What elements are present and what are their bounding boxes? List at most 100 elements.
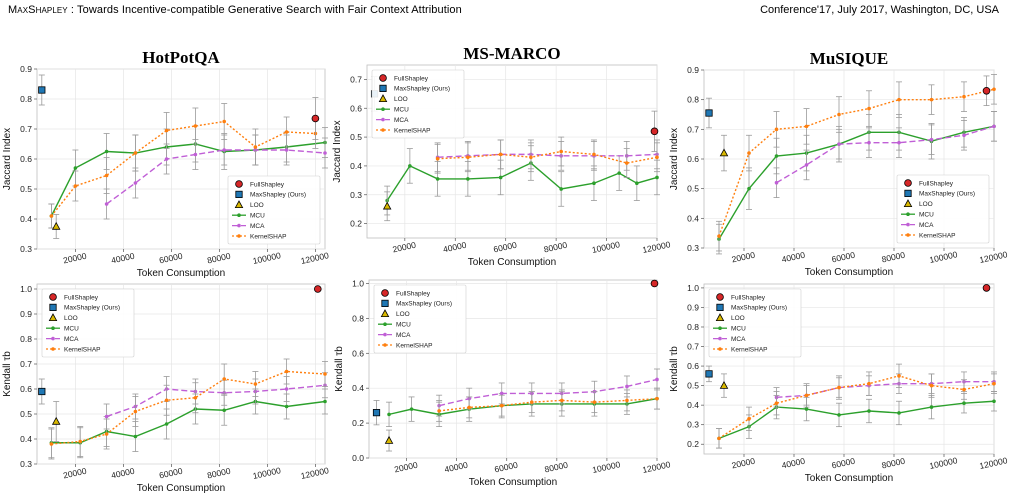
legend-marker bbox=[383, 343, 387, 347]
point-maxshapley-ours- bbox=[372, 400, 381, 426]
legend-item: MaxShapley (Ours) bbox=[379, 84, 450, 93]
y-tick-label: 0.2 bbox=[350, 219, 362, 229]
y-tick-label: 0.6 bbox=[20, 384, 32, 394]
legend-item: FullShapley bbox=[381, 289, 431, 297]
y-tick-label: 0.9 bbox=[687, 65, 699, 75]
legend-label: MCA bbox=[731, 336, 746, 343]
series-kernelshap bbox=[48, 358, 328, 460]
point-maxshapley-ours- bbox=[705, 365, 713, 383]
data-point bbox=[992, 399, 996, 404]
series-line bbox=[718, 88, 995, 237]
data-point bbox=[559, 149, 563, 154]
legend-marker bbox=[51, 326, 55, 331]
legend-item: MCA bbox=[713, 336, 746, 343]
legend-item: KernelSHAP bbox=[376, 127, 431, 134]
series-line bbox=[776, 381, 994, 399]
data-point bbox=[705, 109, 713, 117]
data-point bbox=[193, 152, 198, 157]
legend: FullShapley MaxShapley (Ours) LOO MCU MCA Ker… bbox=[708, 288, 802, 358]
data-point bbox=[747, 151, 751, 155]
data-point bbox=[284, 387, 289, 391]
legend-marker bbox=[718, 336, 722, 341]
y-tick-label: 0.5 bbox=[20, 409, 32, 419]
legend-marker bbox=[381, 128, 385, 132]
data-point bbox=[867, 409, 871, 413]
y-tick-label: 0.5 bbox=[20, 184, 32, 194]
data-point bbox=[625, 384, 629, 389]
data-point bbox=[655, 377, 659, 382]
legend-label: MCU bbox=[919, 212, 934, 219]
x-tick-label: 60000 bbox=[831, 250, 856, 265]
data-point bbox=[284, 369, 289, 374]
y-tick-label: 0.8 bbox=[352, 313, 364, 323]
data-point bbox=[49, 442, 54, 446]
legend-label: KernelSHAP bbox=[394, 127, 431, 134]
chart-panel-3: 0.3 0.4 0.5 0.6 0.7 0.8 0.9 20000 40000 60000 8000… bbox=[669, 49, 1009, 278]
legend-marker bbox=[906, 212, 910, 216]
legend-marker bbox=[381, 117, 385, 122]
legend-item: MCA bbox=[376, 117, 409, 124]
x-axis-label: Token Consumption bbox=[805, 473, 893, 484]
legend-marker bbox=[234, 200, 244, 209]
point-fullshapley bbox=[313, 285, 322, 293]
legend-marker bbox=[378, 94, 388, 102]
point-fullshapley bbox=[982, 75, 991, 106]
legend-label: MCU bbox=[394, 107, 409, 114]
point-fullshapley bbox=[650, 279, 659, 288]
y-tick-label: 0.9 bbox=[20, 64, 32, 74]
data-point bbox=[323, 399, 327, 404]
y-tick-label: 0.6 bbox=[687, 361, 699, 371]
data-point bbox=[837, 142, 841, 146]
data-point bbox=[635, 181, 639, 186]
x-tick-label: 120000 bbox=[641, 459, 671, 475]
data-point bbox=[384, 435, 394, 444]
legend-marker bbox=[383, 332, 387, 337]
series-kernelshap bbox=[434, 136, 660, 178]
series-line bbox=[437, 150, 658, 164]
data-point bbox=[867, 140, 871, 145]
y-tick-label: 0.5 bbox=[687, 381, 699, 391]
data-point bbox=[747, 186, 751, 191]
chart-panel-6: 0.2 0.3 0.4 0.5 0.6 0.7 0.8 0.9 1.0 20000 40000 600… bbox=[669, 283, 1009, 484]
series-line bbox=[439, 397, 658, 412]
y-tick-label: 1.0 bbox=[352, 278, 364, 288]
data-point bbox=[719, 148, 729, 157]
x-tick-label: 20000 bbox=[393, 460, 418, 475]
y-tick-label: 0.4 bbox=[20, 434, 32, 444]
x-tick-label: 80000 bbox=[543, 240, 568, 255]
legend-label: MaxShapley (Ours) bbox=[394, 86, 450, 93]
data-point bbox=[962, 387, 966, 392]
series-kernelshap bbox=[716, 74, 997, 252]
x-tick-label: 100000 bbox=[252, 250, 282, 266]
data-point bbox=[164, 157, 169, 161]
data-point bbox=[284, 148, 289, 152]
legend-label: LOO bbox=[394, 96, 408, 103]
x-tick-label: 60000 bbox=[831, 456, 856, 471]
legend-marker bbox=[235, 180, 243, 188]
data-point bbox=[104, 202, 109, 206]
x-tick-label: 60000 bbox=[158, 251, 183, 266]
header-title-rest: : Towards Incentive-compatible Generativ… bbox=[67, 4, 462, 16]
legend-marker bbox=[379, 84, 387, 92]
x-tick-label: 80000 bbox=[544, 460, 569, 475]
x-tick-label: 120000 bbox=[300, 250, 330, 266]
data-point bbox=[982, 86, 991, 95]
legend-marker bbox=[237, 223, 241, 228]
x-tick-label: 20000 bbox=[731, 250, 756, 265]
legend-item: MCU bbox=[46, 326, 79, 333]
x-tick-label: 40000 bbox=[110, 251, 135, 266]
legend-label: LOO bbox=[396, 311, 410, 318]
x-tick-label: 40000 bbox=[110, 466, 135, 481]
legend-item: MaxShapley (Ours) bbox=[235, 190, 306, 199]
data-point bbox=[774, 154, 779, 158]
data-point bbox=[164, 128, 169, 133]
data-point bbox=[529, 400, 534, 404]
legend-item: KernelSHAP bbox=[378, 342, 433, 349]
legend-box bbox=[227, 175, 321, 245]
legend-label: KernelSHAP bbox=[64, 346, 101, 353]
data-point bbox=[559, 187, 563, 191]
x-tick-label: 20000 bbox=[392, 240, 417, 255]
legend-label: FullShapley bbox=[250, 181, 285, 188]
point-maxshapley-ours- bbox=[38, 378, 46, 405]
x-tick-label: 100000 bbox=[591, 459, 621, 475]
